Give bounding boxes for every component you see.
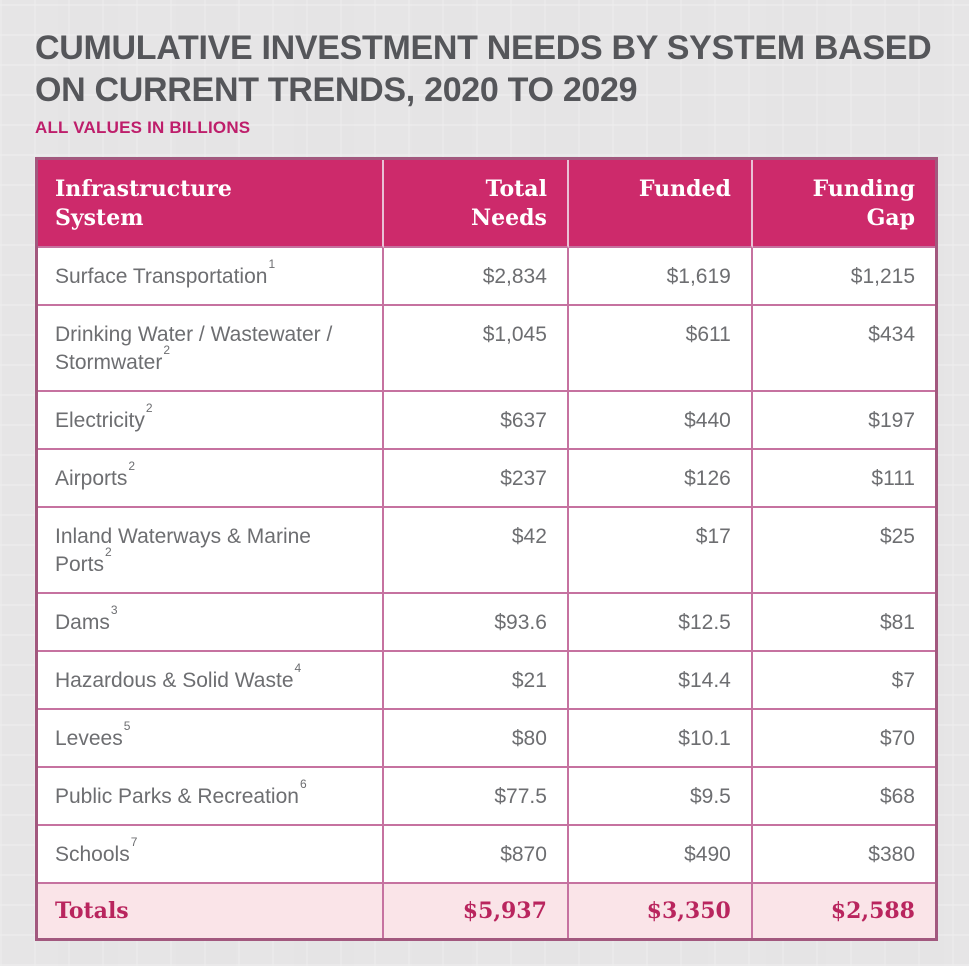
funded-cell: $126: [568, 450, 753, 508]
table-body: Surface Transportation1 $2,834 $1,619 $1,21…: [38, 248, 935, 884]
system-name-cell: Surface Transportation1: [38, 248, 385, 306]
table-row: Hazardous & Solid Waste4 $21 $14.4 $7: [38, 652, 935, 710]
system-name-cell: Airports2: [38, 450, 385, 508]
funded-cell: $440: [568, 392, 753, 450]
total-needs-cell: $42: [384, 508, 569, 594]
totals-row: Totals $5,937 $3,350 $2,588: [38, 884, 935, 938]
table-row: Dams3 $93.6 $12.5 $81: [38, 594, 935, 652]
totals-label: Totals: [38, 884, 385, 938]
totals-total-needs: $5,937: [384, 884, 569, 938]
funding-gap-cell: $434: [752, 306, 935, 392]
column-header-total-needs: Total Needs: [384, 160, 569, 248]
total-needs-cell: $237: [384, 450, 569, 508]
funding-gap-cell: $68: [752, 768, 935, 826]
total-needs-cell: $21: [384, 652, 569, 710]
totals-funding-gap: $2,588: [752, 884, 935, 938]
funding-gap-cell: $7: [752, 652, 935, 710]
footnote-marker: 2: [128, 459, 136, 473]
funded-cell: $1,619: [568, 248, 753, 306]
system-name-cell: Schools7: [38, 826, 385, 884]
footnote-marker: 6: [299, 777, 307, 791]
system-name-cell: Public Parks & Recreation6: [38, 768, 385, 826]
system-name-cell: Dams3: [38, 594, 385, 652]
funding-gap-cell: $81: [752, 594, 935, 652]
column-header-infrastructure-system: Infrastructure System: [38, 160, 385, 248]
column-header-funding-gap: Funding Gap: [752, 160, 935, 248]
system-name-cell: Inland Waterways & Marine Ports2: [38, 508, 385, 594]
funded-cell: $490: [568, 826, 753, 884]
total-needs-cell: $637: [384, 392, 569, 450]
funding-gap-cell: $111: [752, 450, 935, 508]
footnote-marker: 3: [110, 603, 118, 617]
total-needs-cell: $2,834: [384, 248, 569, 306]
header-row: Infrastructure System Total Needs Funded…: [38, 160, 935, 248]
system-name-cell: Hazardous & Solid Waste4: [38, 652, 385, 710]
funded-cell: $10.1: [568, 710, 753, 768]
total-needs-cell: $870: [384, 826, 569, 884]
table-row: Drinking Water / Wastewater / Stormwater…: [38, 306, 935, 392]
funded-cell: $12.5: [568, 594, 753, 652]
totals-funded: $3,350: [568, 884, 753, 938]
system-name-cell: Levees5: [38, 710, 385, 768]
table-row: Levees5 $80 $10.1 $70: [38, 710, 935, 768]
funded-cell: $17: [568, 508, 753, 594]
funded-cell: $9.5: [568, 768, 753, 826]
footnote-marker: 4: [294, 661, 302, 675]
table-row: Surface Transportation1 $2,834 $1,619 $1,21…: [38, 248, 935, 306]
system-name-cell: Drinking Water / Wastewater / Stormwater…: [38, 306, 385, 392]
funding-gap-cell: $25: [752, 508, 935, 594]
funding-gap-cell: $1,215: [752, 248, 935, 306]
footnote-marker: 7: [130, 835, 138, 849]
page-subtitle: ALL VALUES IN BILLIONS: [35, 118, 251, 137]
funding-gap-cell: $197: [752, 392, 935, 450]
funded-cell: $611: [568, 306, 753, 392]
table-row: Electricity2 $637 $440 $197: [38, 392, 935, 450]
table-row: Inland Waterways & Marine Ports2 $42 $17 $2…: [38, 508, 935, 594]
footnote-marker: 5: [123, 719, 131, 733]
total-needs-cell: $93.6: [384, 594, 569, 652]
footnote-marker: 1: [268, 257, 276, 271]
system-name-cell: Electricity2: [38, 392, 385, 450]
funding-gap-cell: $380: [752, 826, 935, 884]
total-needs-cell: $1,045: [384, 306, 569, 392]
table-row: Public Parks & Recreation6 $77.5 $9.5 $68: [38, 768, 935, 826]
table-header: Infrastructure System Total Needs Funded…: [38, 160, 935, 248]
footnote-marker: 2: [145, 401, 153, 415]
column-header-funded: Funded: [568, 160, 753, 248]
footnote-marker: 2: [105, 545, 112, 559]
table-row: Schools7 $870 $490 $380: [38, 826, 935, 884]
total-needs-cell: $80: [384, 710, 569, 768]
footnote-marker: 2: [163, 343, 171, 357]
funded-cell: $14.4: [568, 652, 753, 710]
total-needs-cell: $77.5: [384, 768, 569, 826]
table-row: Airports2 $237 $126 $111: [38, 450, 935, 508]
investment-needs-table: Infrastructure System Total Needs Funded…: [35, 157, 938, 941]
funding-gap-cell: $70: [752, 710, 935, 768]
page-title: CUMULATIVE INVESTMENT NEEDS BY SYSTEM BA…: [35, 29, 932, 109]
